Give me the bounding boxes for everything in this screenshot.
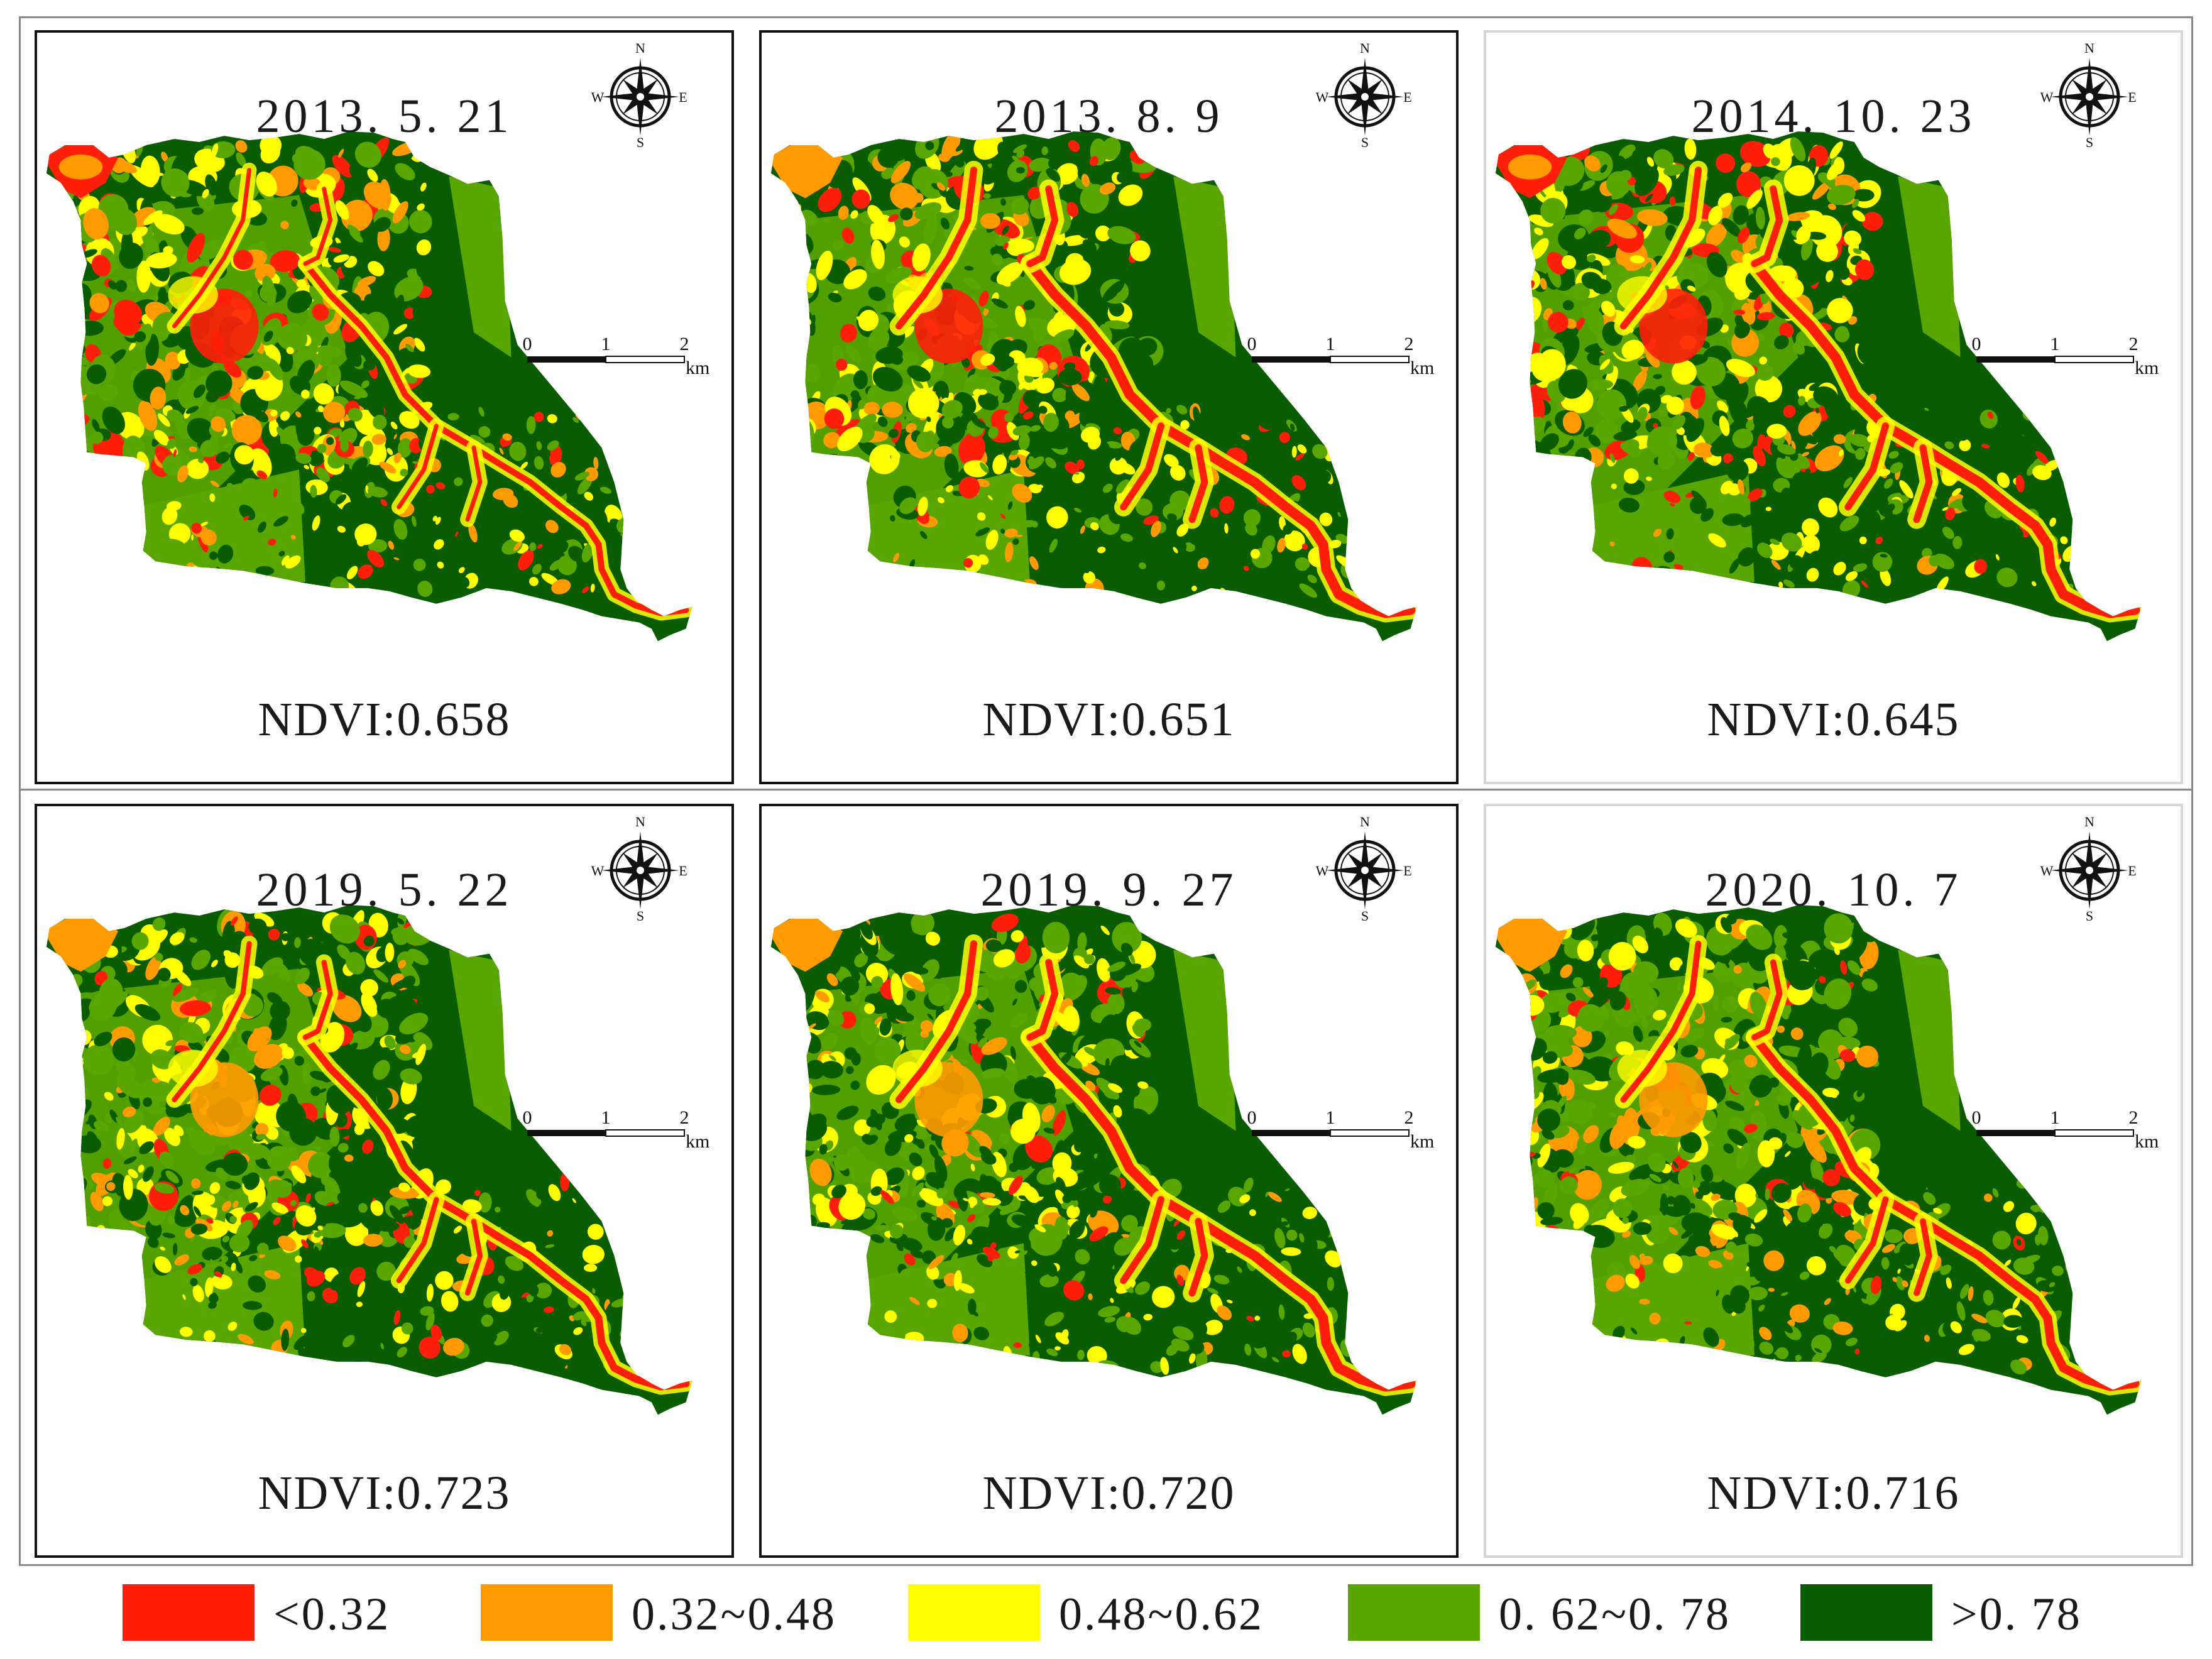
scale-bar: 0 1 2 km (523, 334, 710, 378)
panel-ndvi: NDVI:0.645 (1707, 693, 1960, 746)
scale-tick-t2: 2 (1404, 1107, 1414, 1128)
scale-tick-t2: 2 (2129, 334, 2138, 354)
panel-date: 2019. 5. 22 (256, 863, 513, 916)
scale-tick-t0: 0 (1247, 1107, 1257, 1128)
panel-ndvi: NDVI:0.658 (258, 693, 511, 746)
map-panel: 2014. 10. 23 NDVI:0.645 N S E W 0 1 2 km (1484, 30, 2183, 784)
scale-tick-t2: 2 (680, 334, 689, 354)
legend-swatch (123, 1584, 255, 1641)
legend-label: 0.48~0.62 (1059, 1589, 1264, 1640)
scale-unit: km (2135, 358, 2159, 378)
scale-tick-t1: 1 (1326, 334, 1335, 354)
legend: <0.32 0.32~0.48 0.48~0.62 0. 62~0. 78 >0… (19, 1574, 2193, 1650)
map-panel: 2019. 5. 22 NDVI:0.723 N S E W 0 1 2 km (35, 804, 734, 1558)
compass-label-e: E (679, 89, 687, 105)
compass-rose-icon: N S E W (2040, 814, 2137, 924)
panel-date: 2013. 8. 9 (994, 90, 1224, 143)
compass-label-n: N (1360, 40, 1370, 56)
scale-unit: km (686, 358, 709, 378)
legend-swatch (1348, 1584, 1480, 1641)
scale-tick-t1: 1 (1326, 1107, 1335, 1128)
ndvi-map (46, 905, 693, 1415)
compass-label-n: N (2084, 814, 2094, 830)
compass-label-n: N (635, 814, 645, 830)
panel-date: 2019. 9. 27 (980, 863, 1237, 916)
compass-label-s: S (637, 134, 644, 150)
ndvi-map (1495, 905, 2142, 1415)
compass-label-s: S (2086, 908, 2093, 924)
scale-tick-t0: 0 (1972, 334, 1981, 354)
compass-label-s: S (637, 908, 644, 924)
map-panel: 2020. 10. 7 NDVI:0.716 N S E W 0 1 2 km (1484, 804, 2183, 1558)
compass-label-n: N (1360, 814, 1370, 830)
scale-bar: 0 1 2 km (1972, 334, 2159, 378)
panel-date: 2020. 10. 7 (1705, 863, 1962, 916)
compass-rose-icon: N S E W (2040, 40, 2137, 150)
scale-tick-t1: 1 (601, 334, 611, 354)
legend-swatch (1800, 1584, 1932, 1641)
compass-rose-icon: N S E W (1316, 40, 1412, 150)
scale-tick-t1: 1 (601, 1107, 611, 1128)
ndvi-map (46, 131, 693, 642)
scale-bar: 0 1 2 km (523, 1107, 710, 1152)
legend-swatch (481, 1584, 613, 1641)
scale-bar: 0 1 2 km (1247, 334, 1435, 378)
scale-unit: km (2135, 1131, 2159, 1152)
compass-label-e: E (1403, 89, 1411, 105)
legend-swatch (908, 1584, 1040, 1641)
panel-ndvi: NDVI:0.651 (982, 693, 1235, 746)
scale-unit: km (686, 1131, 709, 1152)
compass-label-s: S (2086, 134, 2093, 150)
legend-label: 0. 62~0. 78 (1499, 1589, 1731, 1640)
compass-label-w: W (591, 863, 605, 879)
row-divider (19, 789, 2193, 791)
legend-label: 0.32~0.48 (632, 1589, 837, 1640)
panel-date: 2014. 10. 23 (1691, 90, 1976, 143)
compass-rose-icon: N S E W (591, 814, 687, 924)
scale-tick-t0: 0 (523, 334, 532, 354)
compass-label-n: N (635, 40, 645, 56)
panel-ndvi: NDVI:0.720 (982, 1467, 1235, 1519)
ndvi-map (770, 131, 1417, 642)
compass-label-s: S (1361, 908, 1369, 924)
panel-ndvi: NDVI:0.716 (1707, 1467, 1960, 1519)
figure-frame (19, 16, 2193, 1566)
scale-tick-t1: 1 (2050, 334, 2060, 354)
compass-label-e: E (2128, 89, 2136, 105)
legend-label: >0. 78 (1951, 1589, 2082, 1640)
compass-label-w: W (2040, 863, 2054, 879)
compass-label-w: W (2040, 89, 2054, 105)
compass-rose-icon: N S E W (1316, 814, 1412, 924)
legend-label: <0.32 (273, 1589, 391, 1640)
panel-date: 2013. 5. 21 (256, 90, 513, 143)
compass-label-s: S (1361, 134, 1369, 150)
compass-label-w: W (1316, 863, 1329, 879)
scale-tick-t0: 0 (523, 1107, 532, 1128)
map-panel: 2019. 9. 27 NDVI:0.720 N S E W 0 1 2 km (759, 804, 1459, 1558)
compass-label-e: E (2128, 863, 2136, 879)
scale-bar: 0 1 2 km (1247, 1107, 1435, 1152)
map-panel: 2013. 8. 9 NDVI:0.651 N S E W 0 1 2 km (759, 30, 1459, 784)
panel-ndvi: NDVI:0.723 (258, 1467, 511, 1519)
scale-unit: km (1410, 358, 1434, 378)
compass-label-w: W (1316, 89, 1329, 105)
scale-tick-t0: 0 (1247, 334, 1257, 354)
map-panel: 2013. 5. 21 NDVI:0.658 N S E W 0 1 2 km (35, 30, 734, 784)
scale-bar: 0 1 2 km (1972, 1107, 2159, 1152)
compass-label-e: E (679, 863, 687, 879)
scale-tick-t1: 1 (2050, 1107, 2060, 1128)
scale-tick-t0: 0 (1972, 1107, 1981, 1128)
compass-label-e: E (1403, 863, 1411, 879)
compass-rose-icon: N S E W (591, 40, 687, 150)
scale-tick-t2: 2 (1404, 334, 1414, 354)
ndvi-map (770, 905, 1417, 1415)
scale-tick-t2: 2 (680, 1107, 689, 1128)
scale-unit: km (1410, 1131, 1434, 1152)
compass-label-n: N (2084, 40, 2094, 56)
compass-label-w: W (591, 89, 605, 105)
ndvi-map (1495, 131, 2142, 642)
scale-tick-t2: 2 (2129, 1107, 2138, 1128)
